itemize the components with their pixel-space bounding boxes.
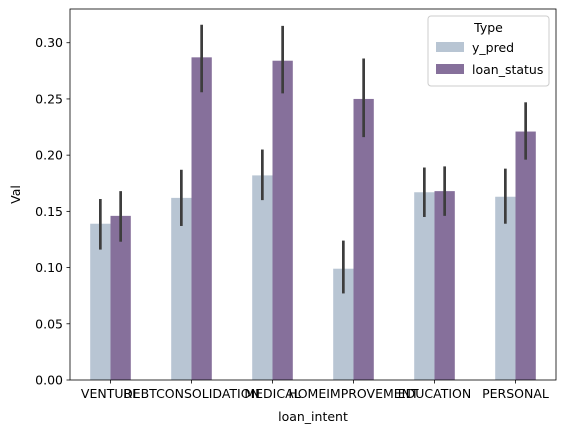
bar-y_pred-personal — [495, 196, 516, 380]
bar-y_pred-debtconsolidation — [171, 197, 192, 380]
bar-loan_status-medical — [272, 60, 293, 381]
plot-layer — [90, 24, 536, 381]
bar-loan_status-debtconsolidation — [191, 57, 212, 381]
y-tick-label: 0.10 — [35, 260, 63, 275]
bar-y_pred-education — [414, 192, 435, 380]
x-tick-label: PERSONAL — [482, 386, 549, 401]
bar-y_pred-medical — [252, 175, 273, 380]
legend-swatch-y_pred — [436, 42, 464, 52]
bar-loan_status-venture — [110, 215, 131, 380]
bar-loan_status-personal — [515, 131, 536, 380]
x-tick-label: DEBTCONSOLIDATION — [123, 386, 260, 401]
x-axis-label: loan_intent — [278, 409, 348, 424]
x-tick-label: VENTURE — [81, 386, 140, 401]
legend-label-loan_status: loan_status — [472, 62, 543, 77]
legend-label-y_pred: y_pred — [472, 40, 514, 55]
y-tick-label: 0.20 — [35, 148, 63, 163]
legend-swatch-loan_status — [436, 64, 464, 74]
x-tick-label: MEDICAL — [244, 386, 300, 401]
y-axis: 0.00 0.05 0.10 0.15 0.20 0.25 0.30 — [35, 35, 70, 388]
legend-items: y_pred loan_status — [436, 40, 543, 77]
y-tick-label: 0.15 — [35, 204, 63, 219]
legend-title: Type — [473, 20, 503, 35]
legend: Type y_pred loan_status — [427, 15, 550, 87]
plot-frame — [69, 8, 557, 381]
y-tick-label: 0.30 — [35, 35, 63, 50]
bar-loan_status-education — [434, 191, 455, 380]
bar-y_pred-venture — [90, 223, 111, 380]
x-tick-label: EDUCATION — [398, 386, 472, 401]
x-axis: VENTUREDEBTCONSOLIDATIONMEDICALHOMEIMPRO… — [81, 380, 549, 401]
y-tick-label: 0.25 — [35, 91, 63, 106]
y-tick-label: 0.00 — [35, 373, 63, 388]
y-tick-label: 0.05 — [35, 316, 63, 331]
x-tick-label: HOMEIMPROVEMENT — [288, 386, 419, 401]
bar-loan_status-homeimprovement — [353, 98, 374, 380]
bar-y_pred-homeimprovement — [333, 268, 354, 380]
y-axis-label: Val — [8, 185, 23, 204]
